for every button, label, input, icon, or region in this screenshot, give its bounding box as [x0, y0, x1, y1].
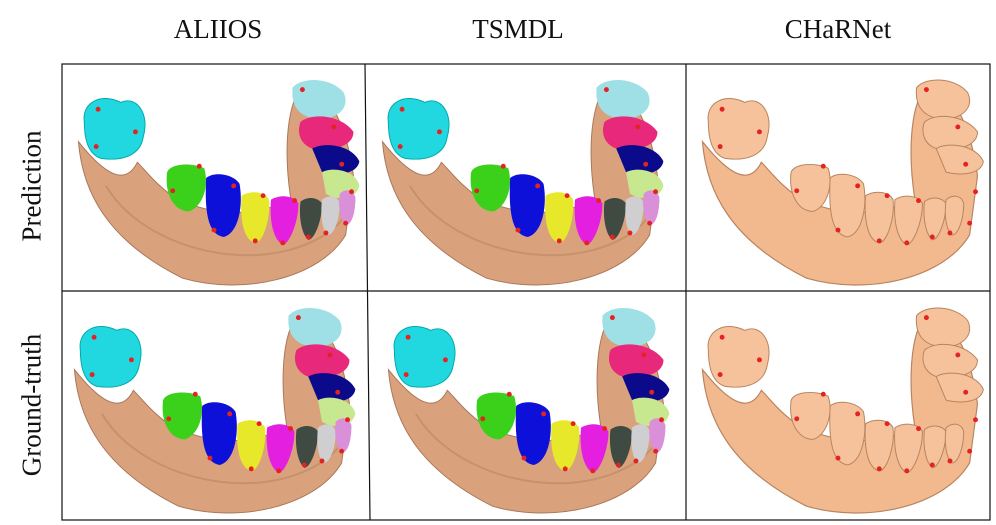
plain-jaw [701, 79, 984, 286]
column-header: CHaRNet [784, 14, 892, 44]
plain-jaw [701, 307, 984, 514]
segmented-jaw [382, 80, 663, 285]
segmented-jaw [388, 308, 669, 513]
segmented-jaw [74, 308, 355, 513]
column-header: TSMDL [472, 14, 564, 44]
column-header: ALIIOS [173, 14, 263, 44]
segmented-jaw [78, 80, 359, 285]
